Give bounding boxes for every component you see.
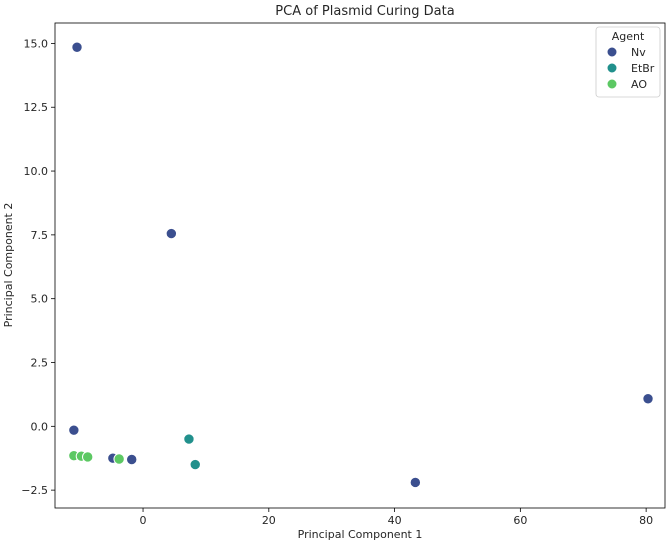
data-point-nv — [409, 476, 422, 489]
y-axis-title: Principal Component 2 — [2, 203, 15, 328]
x-tick-label: 60 — [513, 514, 527, 527]
data-point-nv — [126, 453, 138, 466]
x-tick-label: 80 — [639, 514, 653, 527]
data-point-nv — [68, 424, 80, 436]
y-axis: −2.5 0.0 2.5 5.0 7.5 10.0 12.5 15.0 — [21, 37, 55, 497]
y-tick-label: 12.5 — [24, 101, 49, 114]
y-tick-label: 5.0 — [31, 293, 49, 306]
y-tick-label: 10.0 — [24, 165, 49, 178]
legend-label-nv: Nv — [631, 46, 646, 59]
data-point-nv — [71, 41, 83, 53]
y-tick-label: 0.0 — [31, 420, 49, 433]
legend-marker-etbr — [606, 62, 618, 74]
data-point-ao — [113, 453, 125, 465]
x-tick-label: 20 — [262, 514, 276, 527]
x-tick-label: 0 — [140, 514, 147, 527]
legend: Agent Nv EtBr AO — [595, 26, 661, 98]
data-point-etbr — [189, 458, 201, 471]
legend-marker-ao — [606, 78, 618, 90]
x-axis: 0 20 40 60 80 — [140, 508, 653, 527]
y-tick-label: 7.5 — [31, 229, 49, 242]
y-tick-label: −2.5 — [21, 484, 48, 497]
chart-title: PCA of Plasmid Curing Data — [275, 4, 454, 19]
data-points — [68, 41, 654, 489]
x-axis-title: Principal Component 1 — [298, 528, 423, 541]
legend-title: Agent — [612, 30, 645, 43]
plot-area — [54, 22, 666, 509]
data-point-nv — [642, 393, 654, 405]
data-point-nv — [165, 227, 178, 240]
legend-label-ao: AO — [631, 78, 647, 91]
x-tick-label: 40 — [388, 514, 402, 527]
y-tick-label: 15.0 — [24, 37, 49, 50]
data-point-ao — [82, 451, 94, 463]
legend-marker-nv — [606, 46, 618, 58]
y-tick-label: 2.5 — [31, 357, 49, 370]
data-point-etbr — [183, 433, 195, 445]
legend-label-etbr: EtBr — [631, 62, 655, 75]
